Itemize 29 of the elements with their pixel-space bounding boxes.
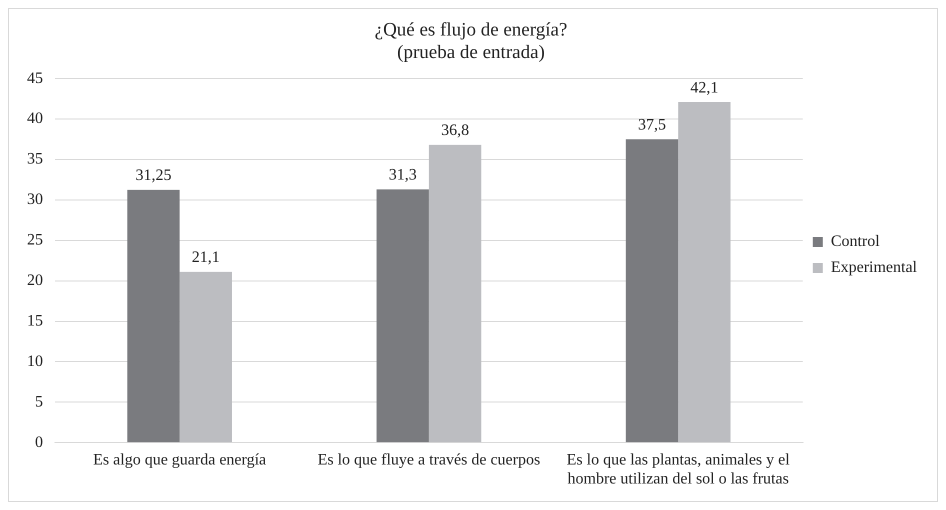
- data-label: 37,5: [638, 116, 666, 134]
- data-label: 31,25: [135, 167, 172, 184]
- bar: [180, 272, 232, 442]
- x-tick-label: Es algo que guarda energía: [93, 451, 266, 468]
- y-tick-label: 0: [35, 434, 43, 451]
- data-label: 31,3: [388, 166, 417, 184]
- chart-title: ¿Qué es flujo de energía?: [374, 19, 568, 40]
- data-label: 36,8: [441, 122, 470, 140]
- y-tick-label: 10: [27, 352, 43, 370]
- bar: [376, 189, 429, 442]
- y-tick-label: 20: [27, 272, 43, 290]
- bar: [678, 102, 731, 442]
- y-tick-label: 25: [27, 232, 43, 249]
- bar: [127, 190, 180, 442]
- data-label: 21,1: [192, 249, 220, 266]
- y-tick-label: 45: [27, 70, 43, 87]
- bar: [626, 139, 678, 442]
- y-tick-label: 35: [27, 150, 43, 168]
- y-tick-label: 5: [35, 393, 43, 410]
- y-tick-label: 40: [27, 110, 43, 128]
- chart-subtitle: (prueba de entrada): [397, 42, 545, 64]
- legend-label: Experimental: [830, 259, 918, 276]
- bar: [428, 144, 482, 442]
- x-tick-label: Es lo que fluye a través de cuerpos: [318, 451, 540, 468]
- legend-label: Control: [830, 233, 880, 250]
- x-tick-label: Es lo que las plantas, animales y el hombre utilizan del sol o las frutas: [566, 451, 790, 488]
- y-tick-label: 15: [27, 312, 43, 330]
- y-tick-label: 30: [27, 191, 43, 208]
- data-label: 42,1: [690, 79, 718, 96]
